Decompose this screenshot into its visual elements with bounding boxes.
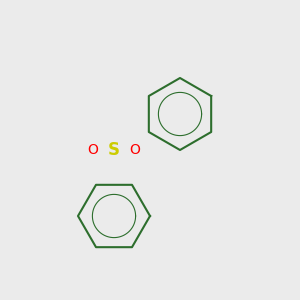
Text: O: O: [88, 143, 98, 157]
Text: S: S: [108, 141, 120, 159]
Text: O: O: [130, 143, 140, 157]
